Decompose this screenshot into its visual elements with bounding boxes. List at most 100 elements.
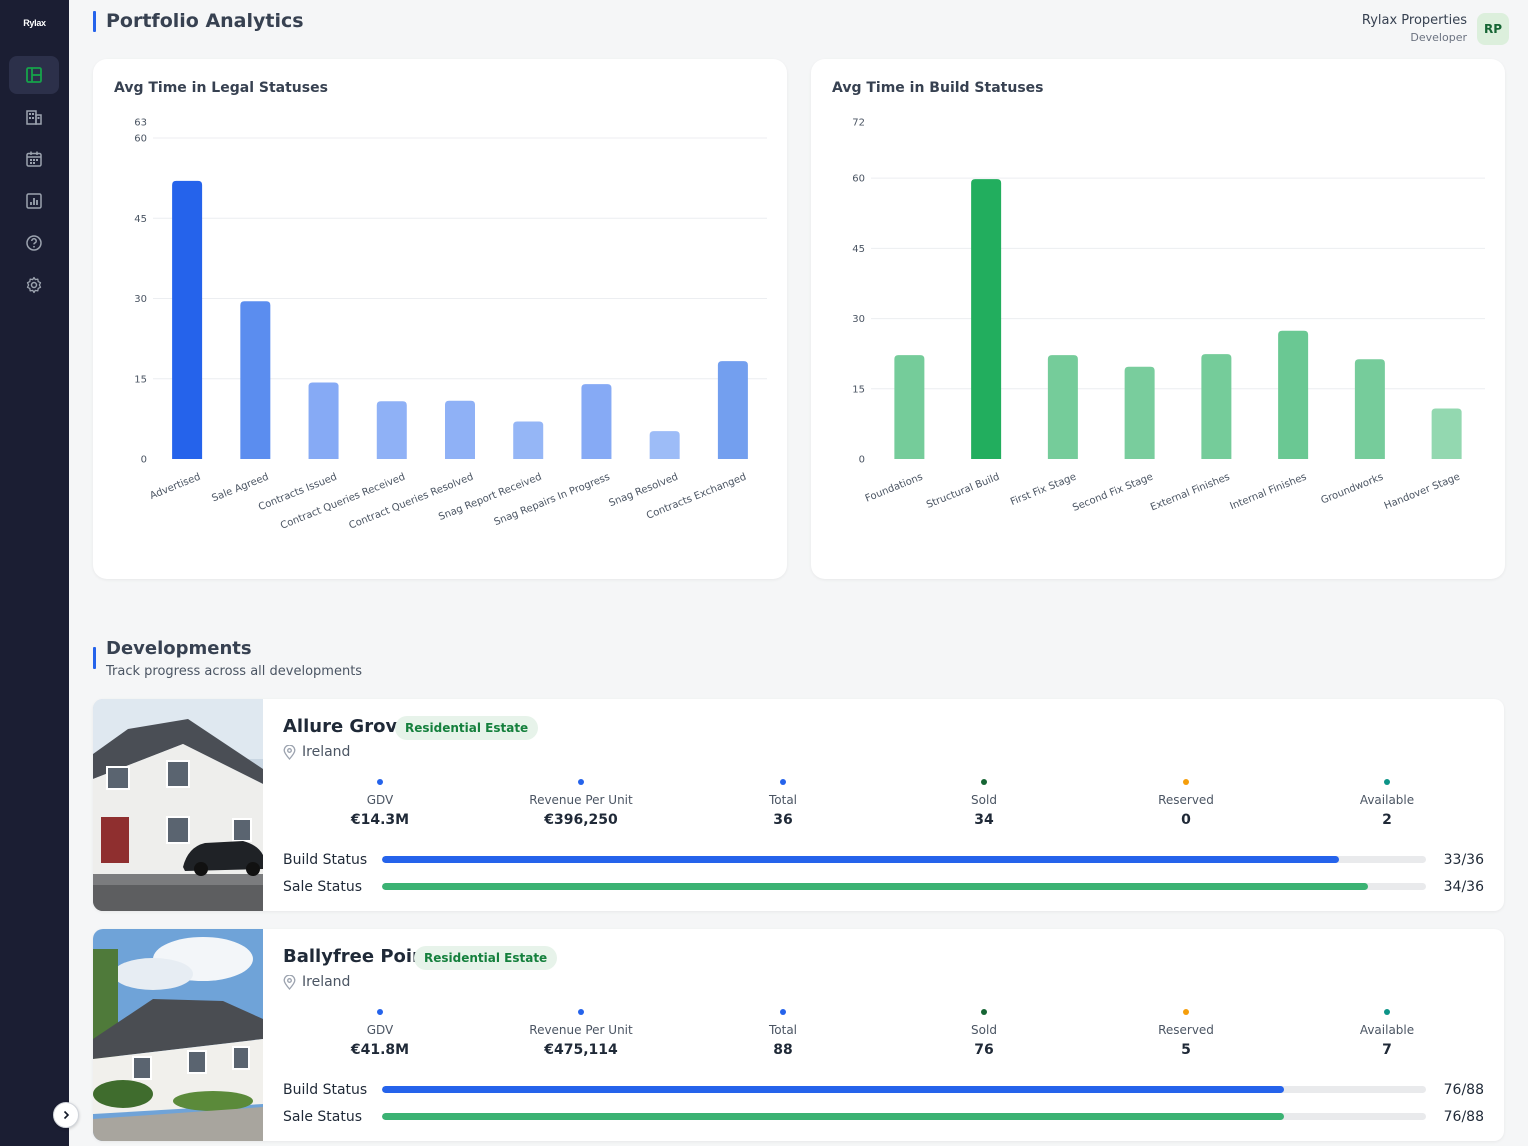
legal-status-chart-card: Avg Time in Legal Statuses 0 15 30 45 60 63 Ad… [93,59,787,579]
build-status-label: Build Status [283,1082,368,1098]
stat-dot [1384,779,1390,785]
bar-internal-finishes[interactable] [1278,330,1309,459]
stat-value: 36 [773,812,793,828]
sale-status-fill [382,1113,1285,1120]
stat-value: 5 [1181,1042,1191,1058]
bar-sale-agreed[interactable] [240,301,271,459]
bar-advertised[interactable] [172,180,203,459]
build-status-fill [382,856,1340,863]
development-type-badge: Residential Estate [395,716,539,740]
stat-dot [981,779,987,785]
y-tick-label: 30 [852,314,865,325]
stat-label: Reserved [1158,1023,1214,1037]
sidebar-item-developments[interactable] [9,98,59,136]
bar-foundations[interactable] [894,355,925,459]
y-tick-label: 60 [852,174,865,185]
stat-label: Available [1359,793,1415,807]
dashboard-icon [26,67,42,83]
bar-contracts-exchanged[interactable] [717,361,748,459]
sidebar-item-help[interactable] [9,224,59,262]
bar-structural-build[interactable] [971,179,1002,459]
stat-label: Revenue Per Unit [529,1023,633,1037]
stat-reserved: Reserved 0 [1116,779,1256,828]
stat-dot [1384,1009,1390,1015]
stat-value: €475,114 [544,1042,618,1058]
bar-snag-report-received[interactable] [513,421,544,459]
sale-status-count: 34/36 [1443,879,1484,895]
stat-total: Total 36 [713,779,853,828]
stat-dot [1183,1009,1189,1015]
stat-value: 0 [1181,812,1191,828]
stat-available: Available 7 [1317,1009,1457,1058]
stat-dot [377,779,383,785]
build-status-chart-card: Avg Time in Build Statuses 0 15 30 45 60 72 Fo… [811,59,1505,579]
help-icon [26,235,42,251]
development-card-allure-grove[interactable]: Allure Grove Residential Estate Ireland … [93,699,1504,911]
x-tick-label: Sale Agreed [210,472,270,505]
sidebar-item-dashboard[interactable] [9,56,59,94]
build-status-fill [382,1086,1285,1093]
sale-status-bar [382,883,1426,890]
calendar-icon [26,151,42,167]
stat-total: Total 88 [713,1009,853,1058]
x-tick-label: Contract Queries Received [279,472,407,532]
gear-icon [26,276,42,294]
stat-label: Sold [971,1023,997,1037]
development-name[interactable]: Ballyfree Point [283,946,434,967]
development-card-ballyfree-point[interactable]: Ballyfree Point Residential Estate Irela… [93,929,1504,1141]
bar-snag-repairs-in-progress[interactable] [581,384,612,459]
x-tick-label: First Fix Stage [1009,472,1078,508]
build-status-label: Build Status [283,852,368,868]
location-pin-icon [283,744,296,760]
stat-label: GDV [366,793,394,807]
bar-first-fix-stage[interactable] [1047,355,1078,459]
build-status-count: 76/88 [1443,1082,1484,1098]
stat-value: 7 [1382,1042,1392,1058]
stat-dot [981,1009,987,1015]
bar-contract-queries-resolved[interactable] [445,400,475,459]
building-icon [26,110,42,125]
stat-label: Reserved [1158,793,1214,807]
stat-dot [377,1009,383,1015]
bar-handover-stage[interactable] [1431,408,1462,459]
bar-second-fix-stage[interactable] [1124,366,1155,459]
stat-revenue-per-unit: Revenue Per Unit €475,114 [511,1009,651,1058]
sidebar-collapse-button[interactable] [53,1102,79,1128]
development-location: Ireland [283,744,350,760]
stat-value: €14.3M [350,812,410,828]
stat-gdv: GDV €41.8M [310,1009,450,1058]
development-photo [93,699,263,911]
development-name[interactable]: Allure Grove [283,716,410,737]
y-tick-label: 45 [134,214,147,225]
bar-external-finishes[interactable] [1201,354,1232,459]
stat-sold: Sold 76 [914,1009,1054,1058]
chart-title: Avg Time in Build Statuses [832,80,1044,96]
build-status-count: 33/36 [1443,852,1484,868]
y-tick-label: 72 [852,118,865,129]
sidebar-item-settings[interactable] [9,266,59,304]
development-location: Ireland [283,974,350,990]
developments-title: Developments [106,638,252,659]
x-tick-label: Advertised [148,472,202,502]
app-logo: Rylax [23,18,46,28]
stat-label: Total [768,793,798,807]
x-tick-label: Snag Repairs In Progress [493,472,612,529]
bar-contracts-issued[interactable] [308,382,339,459]
avatar[interactable]: RP [1477,13,1509,45]
y-tick-label: 30 [134,294,147,305]
bar-snag-resolved[interactable] [649,431,680,459]
y-tick-label: 15 [134,374,147,385]
y-tick-label: 60 [134,134,147,145]
y-tick-label: 45 [852,244,865,255]
development-type-badge: Residential Estate [414,946,558,970]
bar-contract-queries-received[interactable] [376,401,407,459]
sidebar-item-analytics[interactable] [9,182,59,220]
x-tick-label: Groundworks [1319,472,1385,507]
sidebar-item-calendar[interactable] [9,140,59,178]
stat-value: 34 [974,812,994,828]
sale-status-fill [382,883,1368,890]
build-status-bar [382,856,1426,863]
stat-sold: Sold 34 [914,779,1054,828]
bar-groundworks[interactable] [1354,359,1385,459]
x-tick-label: Second Fix Stage [1071,472,1155,514]
